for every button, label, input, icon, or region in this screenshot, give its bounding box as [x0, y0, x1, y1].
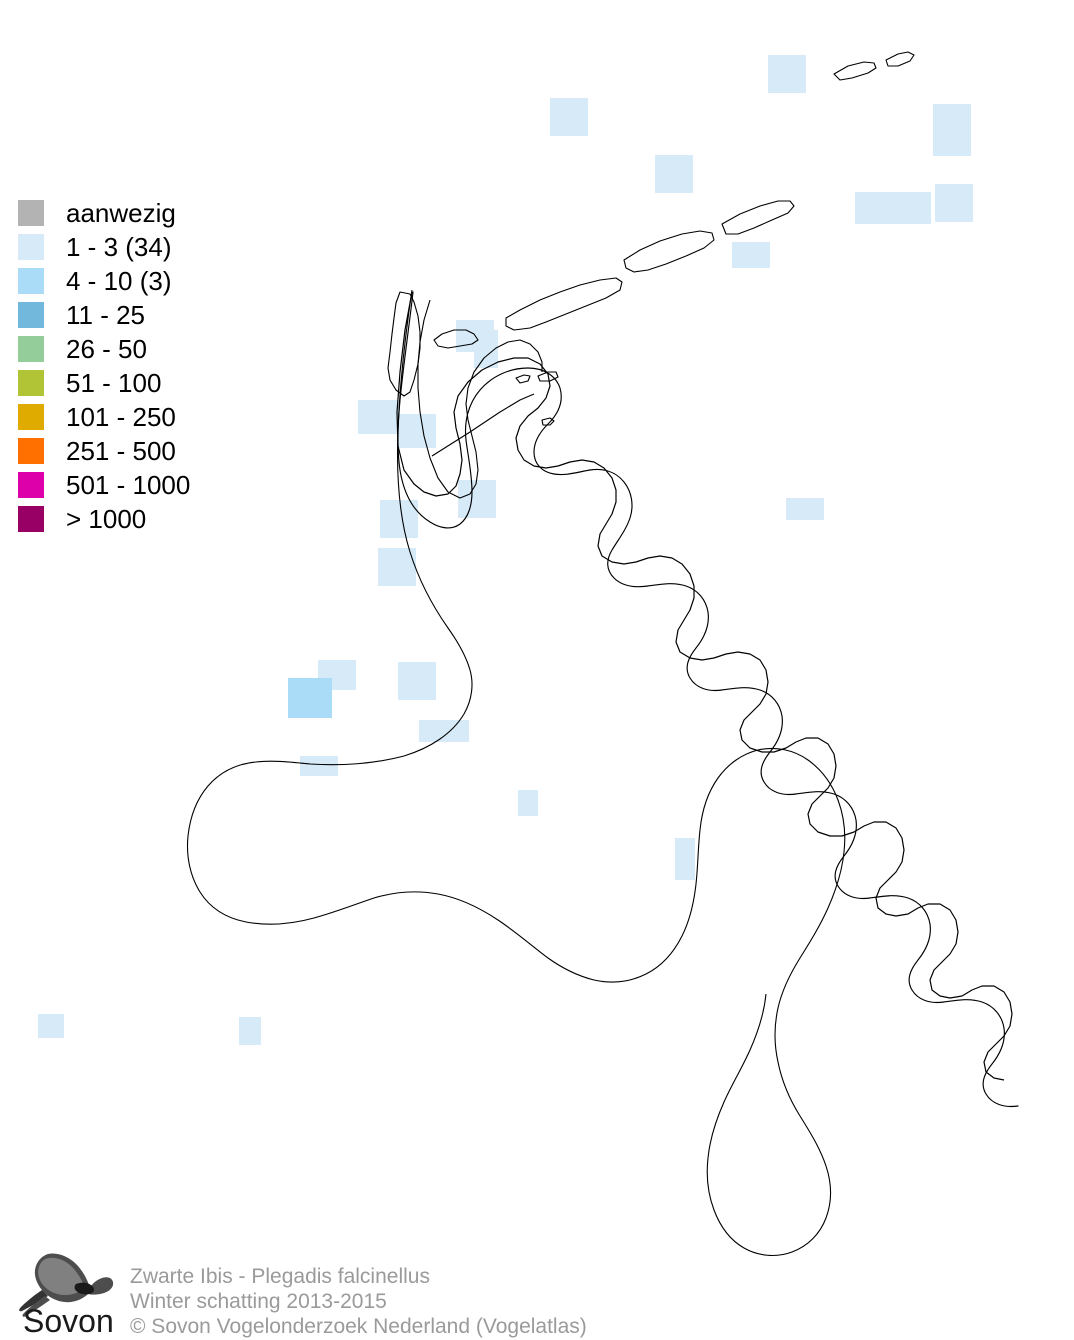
legend-item-label: aanwezig — [66, 198, 176, 228]
legend-item: 1 - 3 (34) — [18, 230, 190, 264]
footer-line-species: Zwarte Ibis - Plegadis falcinellus — [130, 1265, 430, 1288]
legend-color-swatch — [18, 302, 44, 328]
legend-color-swatch — [18, 234, 44, 260]
grid-cell — [380, 500, 418, 538]
swallow-icon — [19, 1253, 114, 1317]
grid-cell — [786, 498, 824, 520]
legend-item-label: 26 - 50 — [66, 334, 147, 364]
legend-item-label: 4 - 10 (3) — [66, 266, 172, 296]
grid-cell — [655, 155, 693, 193]
island-vlieland — [433, 329, 479, 349]
country-outline — [186, 289, 846, 1257]
sovon-logo-text: Sovon — [23, 1303, 114, 1336]
grid-cell — [458, 480, 496, 518]
legend-item: 501 - 1000 — [18, 468, 190, 502]
legend-item-label: 251 - 500 — [66, 436, 176, 466]
grid-cell — [732, 242, 770, 268]
small-isle-1 — [515, 374, 531, 384]
small-isle-2 — [541, 417, 555, 426]
legend-color-swatch — [18, 472, 44, 498]
occurrence-grid-cells — [38, 55, 973, 1045]
legend-color-swatch — [18, 506, 44, 532]
footer-caption: Zwarte Ibis - Plegadis falcinellus Winte… — [130, 1264, 587, 1339]
legend-item: 101 - 250 — [18, 400, 190, 434]
map-footer: Sovon Zwarte Ibis - Plegadis falcinellus… — [0, 1246, 1074, 1340]
legend-item-label: 501 - 1000 — [66, 470, 191, 500]
legend-item-label: 51 - 100 — [66, 368, 162, 398]
grid-cell — [518, 790, 538, 816]
legend-item: 4 - 10 (3) — [18, 264, 190, 298]
legend-item: aanwezig — [18, 196, 190, 230]
grid-cell — [675, 838, 695, 880]
grid-cell — [550, 98, 588, 136]
legend-color-swatch — [18, 336, 44, 362]
legend-item: 26 - 50 — [18, 332, 190, 366]
grid-cell — [935, 184, 973, 222]
island-schiermonnikoog — [721, 200, 795, 235]
grid-cell — [855, 192, 931, 224]
afsluitdijk — [431, 393, 535, 457]
sovon-logo: Sovon — [19, 1253, 114, 1336]
grid-cell — [419, 720, 469, 742]
nl-mainland — [397, 291, 1019, 1108]
legend-color-swatch — [18, 370, 44, 396]
grid-cell — [398, 414, 436, 448]
grid-cell — [300, 756, 338, 776]
island-rottumerplaat — [833, 61, 877, 81]
grid-cell — [933, 104, 971, 156]
footer-line-period: Winter schatting 2013-2015 — [130, 1290, 387, 1313]
island-ameland — [623, 230, 715, 273]
grid-cell — [398, 662, 436, 700]
legend-item: > 1000 — [18, 502, 190, 536]
grid-cell — [239, 1017, 261, 1045]
legend-color-swatch — [18, 438, 44, 464]
legend: aanwezig 1 - 3 (34) 4 - 10 (3) 11 - 25 26 - … — [18, 196, 190, 536]
legend-item: 11 - 25 — [18, 298, 190, 332]
coast-noord-holland — [417, 299, 543, 499]
grid-cell — [358, 400, 400, 434]
legend-item: 51 - 100 — [18, 366, 190, 400]
legend-item-label: 101 - 250 — [66, 402, 176, 432]
grid-cell — [38, 1014, 64, 1038]
nl-silhouette — [397, 291, 1019, 1108]
island-terschelling — [505, 277, 623, 331]
legend-item: 251 - 500 — [18, 434, 190, 468]
island-rottumeroog — [885, 51, 915, 67]
legend-color-swatch — [18, 200, 44, 226]
legend-item-label: 1 - 3 (34) — [66, 232, 172, 262]
map-outlines — [186, 51, 1013, 1257]
country-border-detail — [396, 291, 1013, 1081]
legend-item-label: 11 - 25 — [66, 300, 146, 330]
island-texel — [387, 291, 421, 397]
grid-cell — [378, 548, 416, 586]
footer-line-copyright: © Sovon Vogelonderzoek Nederland (Vogela… — [130, 1315, 587, 1338]
grid-cell — [768, 55, 806, 93]
island-griend — [537, 371, 559, 382]
legend-color-swatch — [18, 404, 44, 430]
grid-cell — [288, 678, 332, 718]
legend-color-swatch — [18, 268, 44, 294]
legend-item-label: > 1000 — [66, 504, 147, 534]
